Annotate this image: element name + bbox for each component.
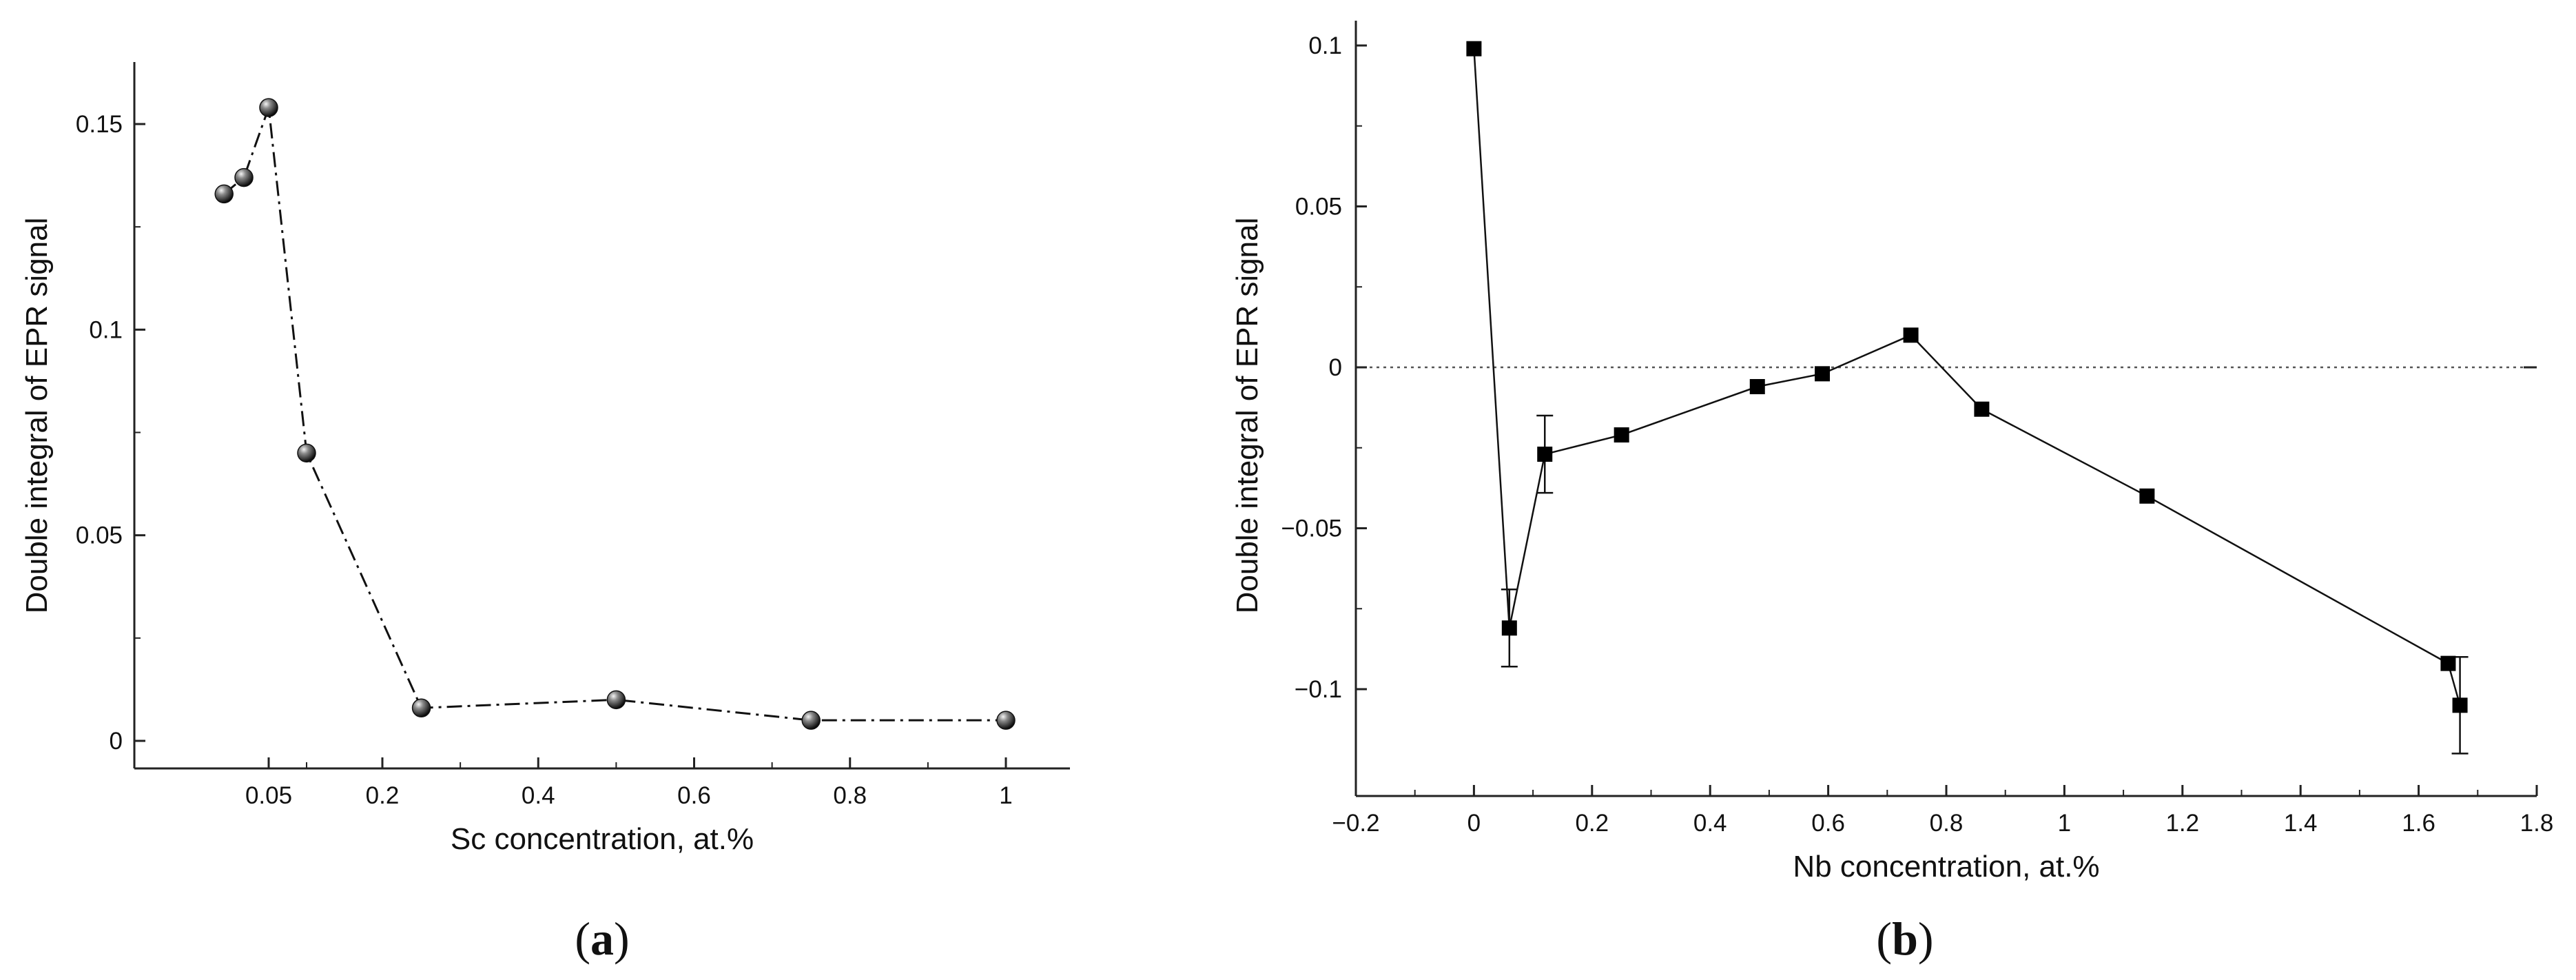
panel-b-y-tick-label: −0.1 — [1295, 676, 1342, 703]
panel-a-label: (a) — [575, 912, 629, 965]
panel-a-x-tick-label: 0.8 — [833, 782, 867, 809]
panel-a-y-tick-label: 0.05 — [76, 522, 123, 549]
panel-b-y-tick-label: 0.05 — [1295, 194, 1342, 221]
panel-a-series-line — [223, 107, 1006, 722]
panel-b-x-tick-label: 0.6 — [1811, 810, 1845, 837]
panel-a-data-point — [259, 98, 278, 117]
panel-b-data-point — [2440, 655, 2456, 671]
panel-b-x-tick-label: 0.2 — [1575, 810, 1609, 837]
panel-a-y-tick-label: 0.1 — [89, 316, 123, 343]
panel-b-data-point — [2139, 488, 2155, 504]
panel-b-data-point — [1903, 327, 1919, 343]
panel-a-y-axis-label: Double integral of EPR signal — [20, 218, 54, 614]
panel-b-data-point — [2452, 697, 2468, 713]
panel-b-data-point — [1537, 447, 1553, 462]
panel-b-data-point — [1974, 401, 1990, 417]
panel-b-x-tick-label: 1.8 — [2520, 810, 2554, 837]
panel-b-data-point — [1501, 620, 1517, 636]
panel-a-data-point — [297, 443, 316, 463]
panel-b-y-tick-label: 0.1 — [1308, 32, 1342, 59]
panel-b-data-point — [1614, 427, 1629, 443]
panel-b-x-tick-label: −0.2 — [1332, 810, 1379, 837]
panel-b-data-point — [1815, 366, 1831, 382]
panel-a-y-tick-label: 0 — [110, 728, 123, 755]
panel-b-data-point — [1749, 379, 1765, 395]
panel-a-data-point — [996, 711, 1016, 730]
panel-b-x-tick-label: 0.8 — [1930, 810, 1964, 837]
panel-a-x-tick-label: 0.4 — [522, 782, 555, 809]
panel-a-x-tick-label: 0.6 — [677, 782, 711, 809]
panel-b-y-tick-label: 0 — [1329, 354, 1342, 381]
panel-b-y-axis-label: Double integral of EPR signal — [1230, 218, 1264, 614]
panel-b-data-point — [1466, 41, 1482, 57]
panel-a-x-tick-label: 1 — [999, 782, 1012, 809]
panel-a-chart: 0.05 0.2 0.4 0.6 0.8 1 0 0.05 0.1 0.15 Sc concent… — [20, 62, 1070, 965]
panel-a-x-tick-label: 0.05 — [245, 782, 292, 809]
panel-b-x-tick-label: 0 — [1467, 810, 1481, 837]
panel-b-y-tick-label: −0.05 — [1281, 515, 1342, 542]
panel-b-x-tick-label: 1.4 — [2284, 810, 2318, 837]
panel-a-data-point — [411, 698, 431, 718]
panel-b-x-tick-label: 0.4 — [1693, 810, 1727, 837]
panel-b-x-tick-label: 1.2 — [2165, 810, 2199, 837]
panel-a-data-point — [234, 167, 254, 187]
panel-b-x-tick-label: 1.6 — [2402, 810, 2435, 837]
panel-a-data-point — [214, 184, 234, 204]
panel-b-x-axis-label: Nb concentration, at.% — [1793, 850, 2099, 884]
panel-a-data-point — [801, 711, 821, 730]
panel-b-label: (b) — [1876, 912, 1933, 965]
panel-b-chart: −0.2 0 0.2 0.4 0.6 0.8 1 1.2 1.4 1.6 1.8 −0.1 −0.05 0… — [1230, 21, 2553, 965]
panel-a-y-tick-label: 0.15 — [76, 111, 123, 138]
panel-b-series-line — [1473, 48, 2461, 706]
panel-a-data-point — [606, 690, 626, 710]
panel-b-x-tick-label: 1 — [2058, 810, 2071, 837]
panel-a-x-tick-label: 0.2 — [366, 782, 400, 809]
panel-a-x-axis-label: Sc concentration, at.% — [451, 822, 754, 856]
